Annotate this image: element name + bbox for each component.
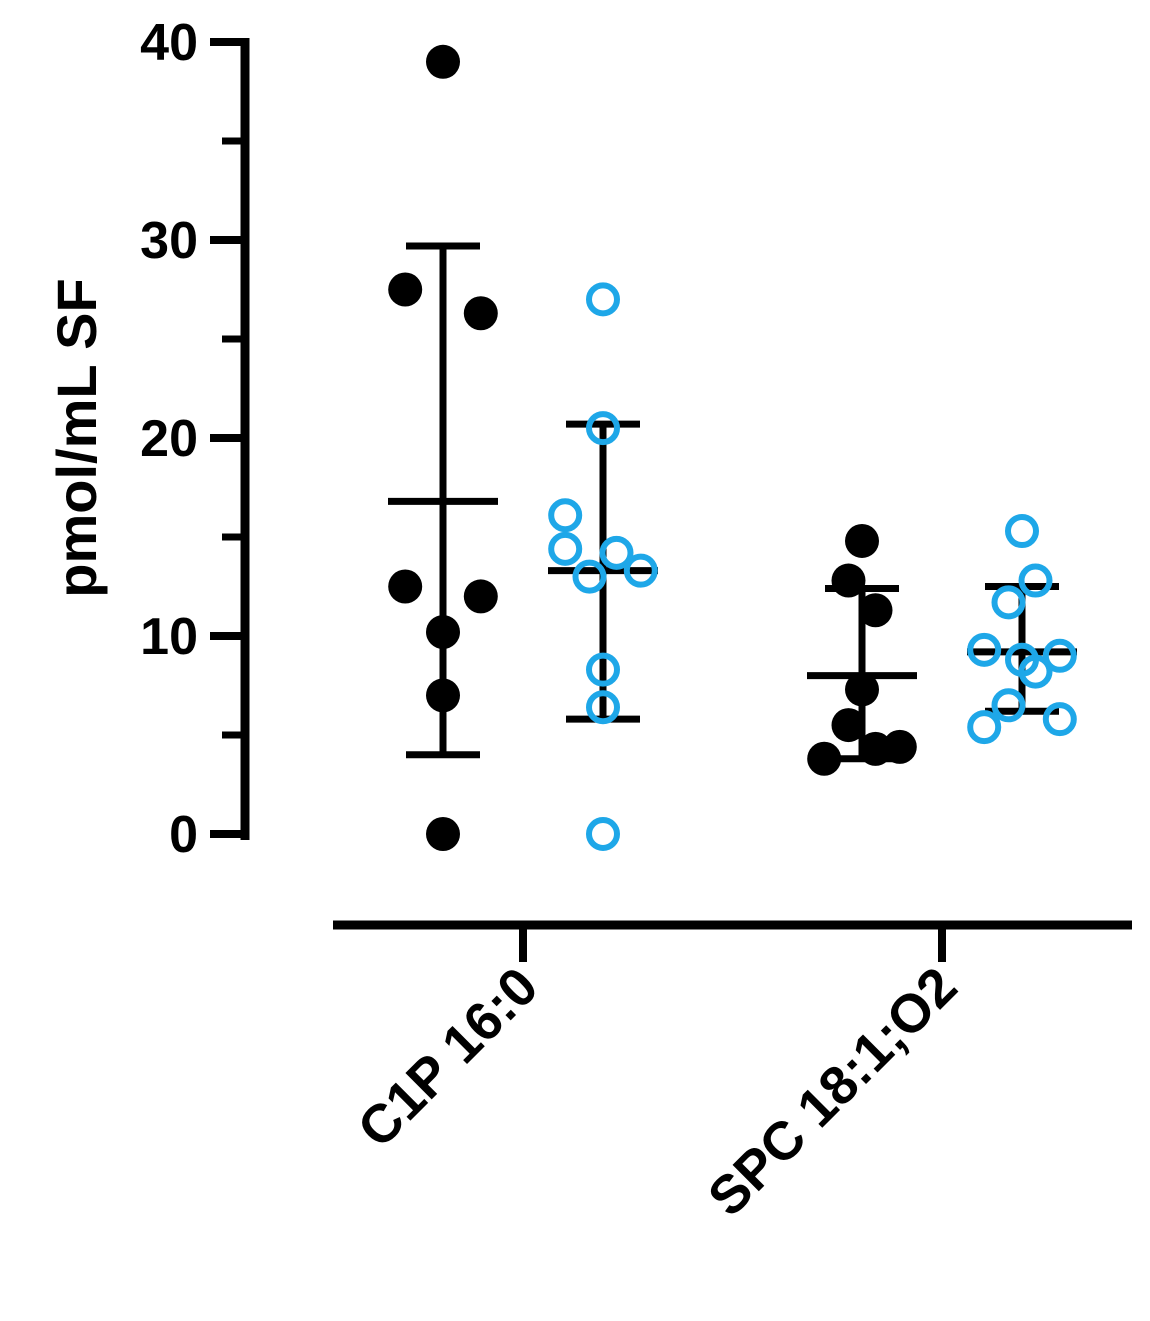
data-point-filled: [388, 272, 423, 307]
data-point-filled: [831, 563, 866, 598]
data-point-filled: [845, 523, 879, 558]
x-category-label: SPC 18:1;O2: [697, 956, 969, 1228]
data-point-open: [1018, 563, 1053, 598]
data-point-filled: [845, 672, 879, 707]
data-point-open: [586, 282, 620, 317]
data-point-filled: [858, 593, 893, 628]
data-point-open: [599, 535, 634, 570]
data-point-filled: [426, 817, 460, 851]
x-ticks: C1P 16:0 SPC 18:1;O2: [346, 925, 968, 1228]
data-point-open: [548, 498, 583, 533]
y-ticks: 0 10 20 30 40: [140, 14, 245, 864]
data-point-open: [967, 632, 1002, 667]
data-point-filled: [426, 678, 460, 713]
data-point-filled: [426, 44, 460, 79]
data-point-filled: [831, 708, 866, 743]
data-point-open: [1005, 514, 1039, 549]
data-point-filled: [463, 579, 498, 614]
y-axis-label: pmol/mL SF: [45, 278, 108, 597]
data-point-filled: [858, 731, 893, 766]
data-point-open: [991, 585, 1026, 620]
data-point-open: [991, 688, 1026, 723]
y-tick-label: 0: [169, 806, 198, 864]
y-tick-label: 30: [140, 212, 198, 270]
data-point-filled: [388, 569, 423, 604]
x-category-label: C1P 16:0: [346, 956, 549, 1159]
data-point-filled: [882, 729, 917, 764]
data-point-open: [586, 817, 620, 851]
data-point-open: [1018, 654, 1053, 689]
y-tick-label: 10: [140, 608, 198, 666]
data-point-filled: [463, 296, 498, 331]
data-point-open: [572, 559, 607, 594]
data-point-filled: [807, 741, 842, 776]
data-point-open: [1042, 702, 1077, 737]
data-point-filled: [426, 615, 460, 650]
data-point-open: [548, 531, 583, 566]
axes: 0 10 20 30 40 C1P 16:0 SPC 18:1;O2: [140, 14, 1132, 1228]
data-point-open: [586, 652, 620, 687]
error-bar: [388, 242, 498, 759]
data-points: [388, 44, 1077, 851]
y-tick-label: 40: [140, 14, 198, 72]
data-point-open: [967, 710, 1002, 745]
data-point-open: [1042, 638, 1077, 673]
data-point-open: [623, 553, 658, 588]
y-tick-label: 20: [140, 410, 198, 468]
data-point-open: [586, 411, 620, 446]
data-point-open: [586, 690, 620, 725]
